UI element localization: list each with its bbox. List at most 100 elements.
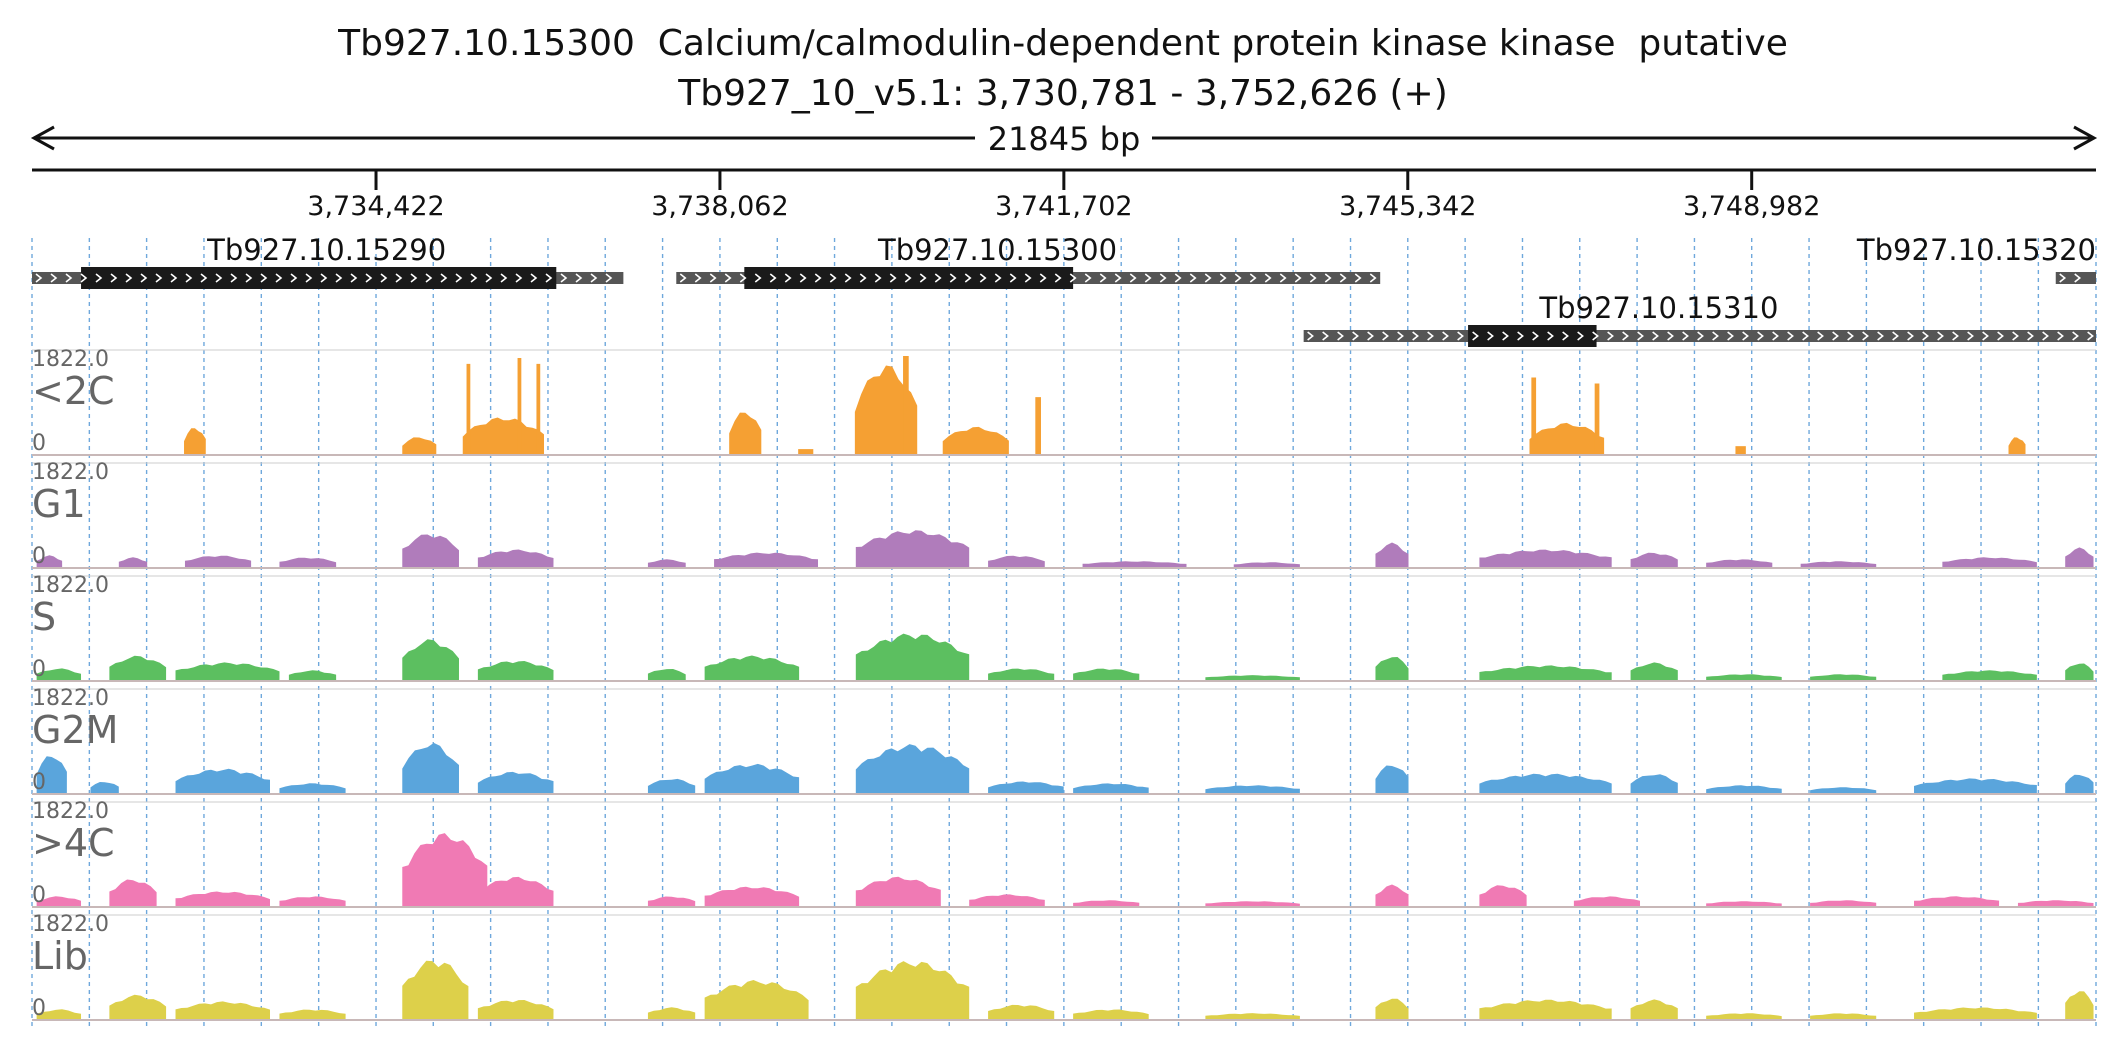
coverage-peak [1810,674,1877,680]
coverage-peak [647,778,696,793]
strand-chevron [709,273,717,283]
coverage-peak [1800,561,1877,567]
strand-chevron [1577,331,1584,341]
strand-chevron [1367,331,1374,341]
coverage-peak [477,661,554,680]
coverage-peak [1630,999,1678,1019]
strand-chevron [889,273,897,283]
coverage-peak [90,782,119,793]
strand-chevron [874,273,882,283]
coverage-peak [704,980,809,1019]
coverage-peak [647,559,686,567]
coverage-peak [855,744,970,793]
coverage-peak [517,357,522,454]
strand-chevron [1369,273,1377,283]
strand-chevron [1337,331,1344,341]
track-ymin-label: 0 [32,431,46,456]
strand-chevron [65,273,73,283]
strand-chevron [80,273,88,283]
strand-chevron [1084,273,1092,283]
strand-chevron [2059,273,2067,283]
strand-chevron [1204,273,1212,283]
coverage-peak [1630,552,1678,567]
coverage-peak [175,662,280,680]
strand-chevron [859,273,867,283]
coverage-peak [988,668,1055,680]
track-name-label: S [32,595,56,639]
strand-chevron [814,273,822,283]
coverage-peak [1914,1007,2037,1019]
coverage-peak [1810,1013,1877,1019]
strand-chevron [1382,331,1389,341]
coverage-peak [704,886,800,906]
coverage-peak [1375,998,1409,1019]
strand-chevron [515,273,523,283]
coverage-peak [855,530,970,567]
coverage-peak [1706,559,1773,567]
coverage-peak [279,783,346,793]
gene-label: Tb927.10.15300 [877,233,1117,267]
coverage-peak [1073,900,1140,906]
coverage-peak [1375,657,1409,680]
coverage-peak [109,994,167,1019]
strand-chevron [95,273,103,283]
coverage-peak [1810,787,1877,793]
strand-chevron [1339,273,1347,283]
coverage-track: 1822.0S 0 [32,573,2096,682]
strand-chevron [979,273,987,283]
strand-chevron [1727,331,1734,341]
coverage-peak [704,763,800,793]
coverage-peak [1706,901,1782,906]
coverage-peak [2008,437,2026,454]
coverage-peak [1706,785,1782,793]
strand-chevron [185,273,193,283]
strand-chevron [320,273,328,283]
coverage-peak [1082,561,1187,567]
strand-chevron [2072,331,2079,341]
coverage-peak [1205,1013,1300,1019]
strand-chevron [215,273,223,283]
strand-chevron [1457,331,1464,341]
strand-chevron [1294,273,1302,283]
coverage-peak [1529,422,1605,454]
strand-chevron [470,273,478,283]
coverage-peak [855,961,970,1019]
strand-chevron [1547,331,1554,341]
coverage-peak [118,557,148,567]
strand-chevron [545,273,553,283]
strand-chevron [260,273,268,283]
strand-chevron [2074,273,2082,283]
strand-chevron [1054,273,1062,283]
strand-chevron [1114,273,1122,283]
coverage-peak [1479,999,1612,1019]
strand-chevron [724,273,732,283]
track-ymax-label: 1822.0 [32,347,109,372]
coverage-peak [942,426,1009,454]
coverage-peak [798,449,814,454]
gene-title: Tb927.10.15300 Calcium/calmodulin-depend… [338,23,1788,64]
strand-chevron [1967,331,1974,341]
coverage-peak [1035,397,1041,454]
track-ymin-label: 0 [32,770,46,795]
track-ymax-label: 1822.0 [32,686,109,711]
coverage-peak [1630,662,1678,680]
coverage-peak [988,555,1045,567]
coverage-track: 1822.0<2C 0 [32,347,2096,456]
strand-chevron [1264,273,1272,283]
gene-track: Tb927.10.15290 Tb927.10.15300 Tb927.10.153… [32,233,2096,347]
strand-chevron [1144,273,1152,283]
gene-cds-bar [744,267,1074,289]
axis-tick-label: 3,741,702 [995,191,1132,222]
strand-chevron [1427,331,1434,341]
gene-label: Tb927.10.15290 [206,233,446,267]
strand-chevron [784,273,792,283]
coverage-peak [466,363,471,454]
strand-chevron [1637,331,1644,341]
strand-chevron [2027,331,2034,341]
coverage-peak [647,669,686,680]
strand-chevron [1997,331,2004,341]
coverage-tracks: 1822.0<2C01822.0G101822.0S01822.0G2M0182… [32,347,2096,1021]
strand-chevron [1907,331,1914,341]
span-arrow-left [30,125,55,151]
